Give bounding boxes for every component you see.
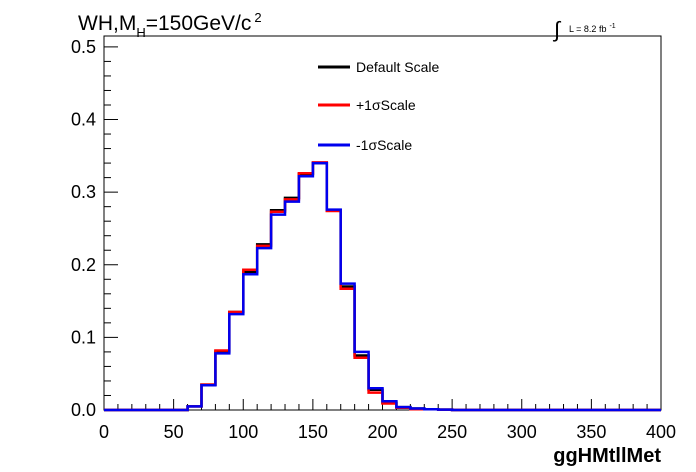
y-tick-label: 0.2	[71, 255, 96, 275]
luminosity-label: L = 8.2 fb -1	[569, 23, 616, 34]
title-superscript: 2	[254, 10, 261, 25]
plot-frame	[103, 35, 662, 411]
x-tick-label: 400	[646, 422, 676, 442]
x-tick-label: 150	[298, 422, 328, 442]
series-line-2	[104, 161, 661, 412]
title-prefix: WH,M	[78, 12, 136, 35]
title-subscript: H	[136, 25, 145, 40]
series-line-0	[104, 161, 661, 412]
series-layer	[104, 161, 661, 412]
luminosity-superscript: -1	[609, 23, 615, 30]
x-tick-label: 100	[228, 422, 258, 442]
legend-label-minus: -1σScale	[356, 137, 412, 153]
x-axis: 0 50 100 150 200 250 300 350 400	[99, 399, 676, 442]
x-tick-label: 0	[99, 422, 109, 442]
y-tick-label: 0.3	[71, 182, 96, 202]
x-tick-label: 50	[164, 422, 184, 442]
x-tick-label: 350	[576, 422, 606, 442]
x-tick-label: 300	[507, 422, 537, 442]
x-tick-label: 200	[367, 422, 397, 442]
chart-title: WH,MH=150GeV/c 2	[78, 10, 262, 40]
integral-symbol: ∫	[552, 17, 562, 42]
luminosity-text: L = 8.2 fb	[569, 24, 606, 34]
y-tick-label: 0.1	[71, 327, 96, 347]
title-suffix: =150GeV/c	[146, 12, 252, 35]
y-axis: 0.0 0.1 0.2 0.3 0.4 0.5	[71, 37, 118, 420]
series-line-1	[104, 161, 661, 412]
x-tick-label: 250	[437, 422, 467, 442]
legend-label-plus: +1σScale	[356, 97, 416, 113]
legend-label-default: Default Scale	[356, 59, 439, 75]
x-axis-title: ggHMtllMet	[553, 445, 661, 467]
legend: Default Scale +1σScale -1σScale	[318, 59, 439, 153]
y-tick-label: 0.0	[71, 400, 96, 420]
y-tick-label: 0.4	[71, 110, 96, 130]
y-tick-label: 0.5	[71, 37, 96, 57]
